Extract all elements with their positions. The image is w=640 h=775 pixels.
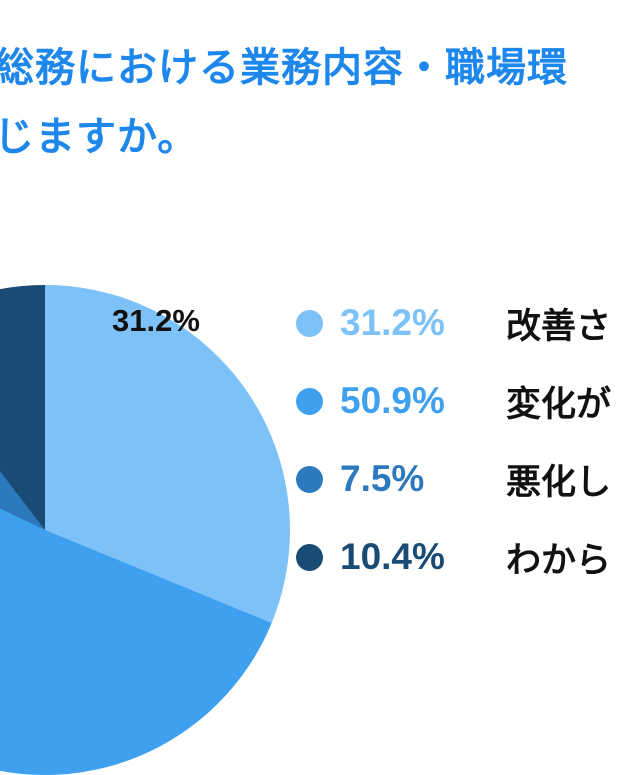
legend-item: 10.4% わから <box>296 535 611 580</box>
pie-slice-callout: 31.2% <box>112 303 200 338</box>
legend-item: 31.2% 改善さ <box>296 301 611 346</box>
legend-label: 改善さ <box>506 306 612 346</box>
legend-color-dot <box>296 465 323 493</box>
legend-percent: 10.4% <box>340 536 445 577</box>
legend-color-dot <box>296 543 323 571</box>
legend-item: 7.5% 悪化し <box>296 457 611 502</box>
legend-color-dot <box>296 309 323 337</box>
legend-percent: 31.2% <box>340 302 445 343</box>
legend-label: わから <box>506 540 612 580</box>
chart-legend: 31.2% 改善さ 50.9% 変化が 7.5% 悪化し 10.4% わから <box>296 301 611 580</box>
legend-percent: 7.5% <box>340 458 425 499</box>
chart-title: 総務における業務内容・職場環 じますか。 <box>0 34 568 172</box>
pie-chart <box>0 285 290 775</box>
legend-color-dot <box>296 387 323 415</box>
chart-title-line2: じますか。 <box>0 115 199 159</box>
legend-label: 悪化し <box>506 462 612 502</box>
legend-percent: 50.9% <box>340 380 445 421</box>
survey-pie-chart-figure: 総務における業務内容・職場環 じますか。 31.2% 31.2% 改善さ 50.… <box>0 34 611 775</box>
legend-label: 変化が <box>506 384 612 424</box>
chart-title-line1: 総務における業務内容・職場環 <box>0 46 568 90</box>
legend-item: 50.9% 変化が <box>296 379 611 424</box>
